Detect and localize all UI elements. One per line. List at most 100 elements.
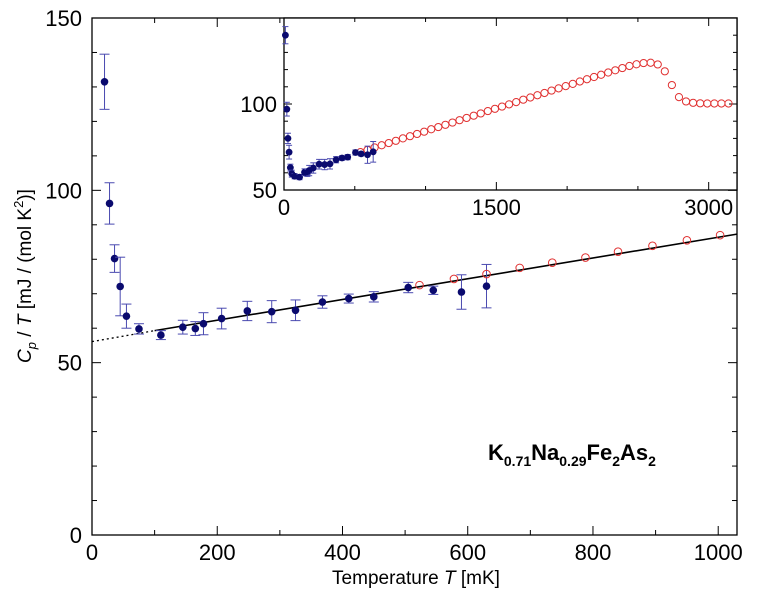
inset-data-point [296, 173, 303, 181]
x-tick-label: 600 [449, 540, 486, 565]
data-point [369, 293, 378, 301]
data-point [100, 77, 109, 86]
data-point [217, 314, 226, 323]
inset-data-point-open [582, 75, 592, 84]
x-tick-label: 800 [575, 540, 612, 565]
x-tick-label: 200 [199, 540, 236, 565]
data-point-open [547, 258, 557, 268]
inset-data-point-open [504, 100, 514, 109]
inset-data-point-open [611, 66, 620, 75]
data-point [243, 307, 252, 315]
inset-data-point-open [483, 106, 492, 116]
data-point [191, 324, 200, 333]
data-point [344, 294, 353, 303]
data-point [179, 323, 187, 331]
inset-data-point [315, 160, 323, 168]
x-axis-label: Temperature T [mK] [332, 568, 500, 589]
inset-data-point [285, 148, 293, 156]
data-point-open [581, 253, 590, 262]
inset-axis-ticks [283, 17, 737, 191]
inset-data-point-open [434, 122, 443, 132]
compound-annotation: K0.71Na0.29Fe2As2 [488, 440, 656, 469]
data-point [110, 254, 119, 263]
data-point [122, 312, 131, 320]
inset-data-point [369, 148, 377, 156]
inset-data-point [284, 135, 292, 142]
inset-data-point-open [427, 125, 436, 134]
inset-data-point-open [575, 77, 584, 86]
inset-data-point-open [441, 120, 450, 129]
data-point [116, 282, 124, 291]
inset-data-point [352, 149, 359, 156]
y-tick-label: 100 [45, 178, 82, 203]
inset-data-point [321, 161, 329, 168]
inset-x-tick-labels: 0 1500 3000 [278, 195, 733, 220]
x-tick-label: 1000 [694, 540, 743, 565]
inset-data-point-open [377, 141, 386, 150]
inset-data-point-open [420, 127, 429, 136]
y-axis-label: Cp / T [mJ / (mol K2)] [11, 189, 39, 363]
inset-data-point-open [455, 116, 464, 125]
inset-data-point-open [412, 129, 422, 139]
inset-data-point [364, 151, 371, 159]
main-x-tick-labels: 0 200 400 600 800 1000 [86, 540, 743, 565]
inset-data-point-open [398, 134, 408, 143]
inset-data-point-open [469, 111, 478, 120]
inset-data-point-open [497, 102, 507, 111]
inset-data-point [286, 164, 294, 172]
data-point-open [715, 230, 725, 240]
inset-data-point [332, 156, 340, 164]
y-tick-label: 150 [45, 6, 82, 31]
inset-data-point [344, 153, 352, 161]
inset-data-point-open [462, 113, 471, 123]
data-point-open [515, 263, 525, 273]
data-point [429, 286, 438, 295]
inset-data-point-open [604, 68, 613, 77]
data-point-open [648, 241, 657, 251]
data-point [157, 331, 165, 339]
inset-data-point-open [512, 98, 521, 107]
data-point-open [482, 269, 491, 279]
extrapolation-line [91, 329, 155, 343]
inset-data-point-open [660, 67, 669, 76]
inset-data-point-open [653, 60, 662, 69]
inset-x-tick-label: 1500 [472, 195, 521, 220]
inset-data-point-open [589, 72, 599, 82]
inset-data-point [282, 31, 289, 39]
inset-data-point-open [568, 79, 577, 88]
inset-y-tick-label: 100 [240, 92, 277, 117]
inset-y-tick-labels: 50 100 [240, 92, 277, 203]
inset-data-point-open [519, 95, 528, 104]
main-y-tick-labels: 0 50 100 150 [45, 6, 82, 548]
inset-data-point-open [533, 91, 542, 100]
inset-x-tick-label: 0 [278, 195, 290, 220]
data-point-open [613, 247, 623, 256]
inset-data-point-open [547, 86, 556, 95]
inset-data-point [309, 164, 317, 172]
data-point-open [449, 274, 459, 284]
x-tick-label: 400 [324, 540, 361, 565]
inset-data-point-open [554, 84, 563, 93]
x-tick-label: 0 [86, 540, 98, 565]
inset-data-point-open [384, 138, 393, 148]
inset-data-point [283, 105, 291, 113]
inset-data-point [326, 160, 334, 168]
inset-data-points [282, 26, 733, 181]
data-point [135, 325, 143, 333]
inset-data-point-open [476, 109, 485, 118]
data-point [318, 298, 327, 306]
inset-data-point-open [540, 88, 549, 98]
inset-data-point-open [490, 104, 500, 113]
inset-data-point [357, 150, 365, 158]
inset-y-tick-label: 50 [253, 178, 277, 203]
data-point [482, 282, 491, 290]
data-point-open [682, 236, 692, 245]
data-point [291, 306, 300, 315]
inset-data-point-open [597, 70, 606, 79]
inset-background [284, 18, 737, 190]
y-tick-label: 0 [70, 523, 82, 548]
inset-data-point-open [526, 93, 535, 102]
inset-plot: 0 1500 3000 50 100 [240, 17, 738, 220]
y-tick-label: 50 [58, 351, 82, 376]
